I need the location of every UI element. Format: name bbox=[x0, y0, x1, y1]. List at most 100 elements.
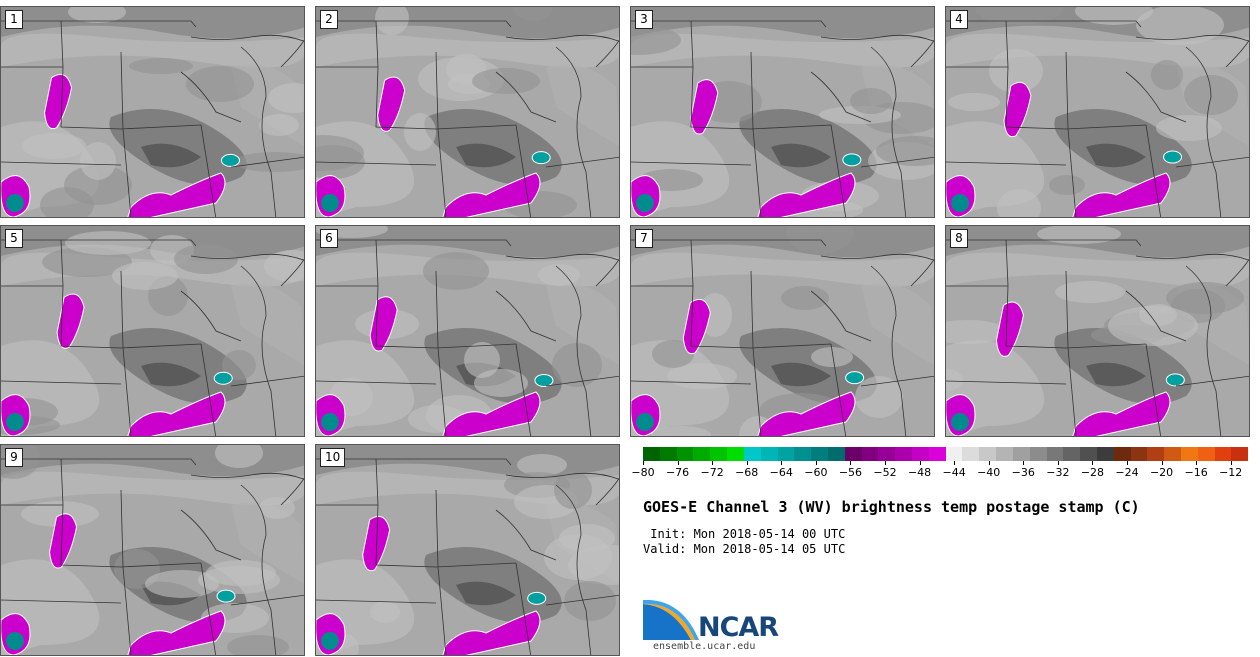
brightness-temp-map bbox=[1, 226, 304, 436]
colorbar-segment bbox=[844, 447, 862, 461]
map-panel-1: 1 bbox=[0, 6, 305, 218]
colorbar-tick-mark bbox=[712, 461, 714, 465]
map-panel-6: 6 bbox=[315, 225, 620, 437]
colorbar-tick-mark bbox=[850, 461, 852, 465]
colorbar-tick-mark bbox=[815, 461, 817, 465]
colorbar-segment bbox=[945, 447, 963, 461]
panel-number-label: 2 bbox=[320, 10, 338, 29]
colorbar-segment bbox=[861, 447, 879, 461]
panel-number-label: 10 bbox=[320, 448, 346, 467]
colorbar-tick-mark bbox=[1127, 461, 1128, 465]
colorbar-tick-label: −24 bbox=[1115, 466, 1139, 479]
panel-number-label: 9 bbox=[5, 448, 23, 467]
colorbar-segment bbox=[928, 447, 946, 461]
colorbar-tick-label: −80 bbox=[631, 466, 655, 479]
colorbar-segment bbox=[1181, 447, 1198, 461]
colorbar-tick-mark bbox=[885, 461, 886, 465]
colorbar-tick-mark bbox=[1023, 461, 1025, 465]
colorbar-segment bbox=[1012, 447, 1030, 461]
colorbar-tick-label: −56 bbox=[838, 466, 863, 479]
figure-title: GOES-E Channel 3 (WV) brightness temp po… bbox=[643, 498, 1140, 516]
map-panel-3: 3 bbox=[630, 6, 935, 218]
colorbar-segment bbox=[643, 447, 660, 461]
brightness-temp-map bbox=[631, 226, 934, 436]
colorbar-segment bbox=[676, 447, 694, 461]
colorbar-tick-label: −64 bbox=[769, 466, 793, 479]
colorbar-tick-label: −40 bbox=[977, 466, 1001, 479]
colorbar-tick-mark bbox=[1057, 461, 1059, 465]
panel-number-label: 4 bbox=[950, 10, 968, 29]
colorbar-tick-label: −72 bbox=[700, 466, 724, 479]
colorbar-tick-label: −44 bbox=[942, 466, 966, 479]
brightness-temp-map bbox=[316, 7, 619, 217]
colorbar-segment bbox=[1113, 447, 1131, 461]
colorbar-tick-mark bbox=[1092, 461, 1094, 465]
colorbar-tick-mark bbox=[919, 461, 921, 465]
colorbar-segment bbox=[962, 447, 980, 461]
panel-number-label: 8 bbox=[950, 229, 968, 248]
colorbar-ticks: −80 −76 −72 −68 −64 −60 −56 −52 −48 −44 −40 −36 −32−… bbox=[630, 461, 1260, 480]
logo-url: ensemble.ucar.edu bbox=[653, 641, 756, 652]
brightness-temp-map bbox=[1, 445, 304, 655]
colorbar-segment bbox=[1164, 447, 1181, 461]
brightness-temp-map bbox=[316, 445, 619, 655]
colorbar-tick-label: −76 bbox=[665, 466, 690, 479]
colorbar-tick-mark bbox=[988, 461, 990, 465]
colorbar-tick-mark bbox=[1161, 461, 1163, 465]
panel-number-label: 1 bbox=[5, 10, 23, 29]
brightness-temp-map bbox=[946, 226, 1249, 436]
colorbar-segment bbox=[727, 447, 744, 461]
colorbar-tick-label: −20 bbox=[1149, 466, 1174, 479]
colorbar-tick-label: −32 bbox=[1046, 466, 1070, 479]
colorbar-tick-mark bbox=[643, 461, 644, 465]
colorbar-tick-label: −16 bbox=[1184, 466, 1208, 479]
colorbar-segment bbox=[979, 447, 997, 461]
logo-name: NCAR bbox=[698, 612, 779, 643]
colorbar-tick-label: −12 bbox=[1219, 466, 1243, 479]
colorbar-segment bbox=[1197, 447, 1215, 461]
colorbar-segment bbox=[659, 447, 677, 461]
colorbar-segment bbox=[760, 447, 778, 461]
brightness-temp-map bbox=[1, 7, 304, 217]
colorbar-tick-label: −48 bbox=[907, 466, 932, 479]
colorbar-tick-mark bbox=[954, 461, 956, 465]
colorbar-segment bbox=[693, 447, 711, 461]
colorbar-tick-mark bbox=[1196, 461, 1198, 465]
colorbar-segment bbox=[1130, 447, 1148, 461]
colorbar-segment bbox=[1147, 447, 1165, 461]
colorbar-tick-mark bbox=[1230, 461, 1232, 465]
panel-number-label: 7 bbox=[635, 229, 653, 248]
colorbar-segment bbox=[912, 447, 929, 461]
panel-number-label: 6 bbox=[320, 229, 338, 248]
colorbar-segment bbox=[1080, 447, 1097, 461]
colorbar-segment bbox=[811, 447, 828, 461]
colorbar-tick-mark bbox=[677, 461, 679, 465]
colorbar-segment bbox=[1231, 447, 1249, 461]
map-panel-10: 10 bbox=[315, 444, 620, 656]
colorbar-tick-label: −60 bbox=[804, 466, 828, 479]
panel-number-label: 5 bbox=[5, 229, 23, 248]
colorbar-segment bbox=[1029, 447, 1047, 461]
map-panel-4: 4 bbox=[945, 6, 1250, 218]
colorbar-tick-mark bbox=[781, 461, 783, 465]
colorbar-segment bbox=[878, 447, 896, 461]
map-panel-7: 7 bbox=[630, 225, 935, 437]
colorbar-segment bbox=[743, 447, 761, 461]
valid-time: Valid: Mon 2018-05-14 05 UTC bbox=[643, 542, 846, 556]
colorbar bbox=[643, 447, 1249, 461]
colorbar-segment bbox=[895, 447, 912, 461]
map-panel-9: 9 bbox=[0, 444, 305, 656]
colorbar-segment bbox=[1063, 447, 1081, 461]
colorbar-segment bbox=[996, 447, 1013, 461]
brightness-temp-map bbox=[631, 7, 934, 217]
colorbar-segment bbox=[827, 447, 845, 461]
colorbar-segment bbox=[1096, 447, 1114, 461]
map-panel-8: 8 bbox=[945, 225, 1250, 437]
init-time: Init: Mon 2018-05-14 00 UTC bbox=[643, 527, 846, 541]
map-panel-2: 2 bbox=[315, 6, 620, 218]
brightness-temp-map bbox=[946, 7, 1249, 217]
colorbar-segment bbox=[710, 447, 728, 461]
colorbar-segment bbox=[1214, 447, 1232, 461]
ncar-logo-icon bbox=[643, 600, 699, 640]
panel-number-label: 3 bbox=[635, 10, 653, 29]
